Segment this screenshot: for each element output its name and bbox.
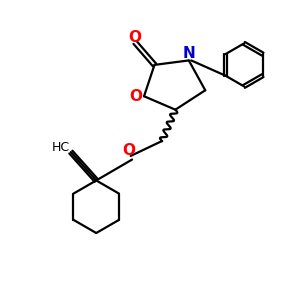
Text: O: O [129,89,142,104]
Text: O: O [129,30,142,45]
Text: HC: HC [51,141,70,154]
Text: O: O [123,143,136,158]
Text: N: N [182,46,195,61]
